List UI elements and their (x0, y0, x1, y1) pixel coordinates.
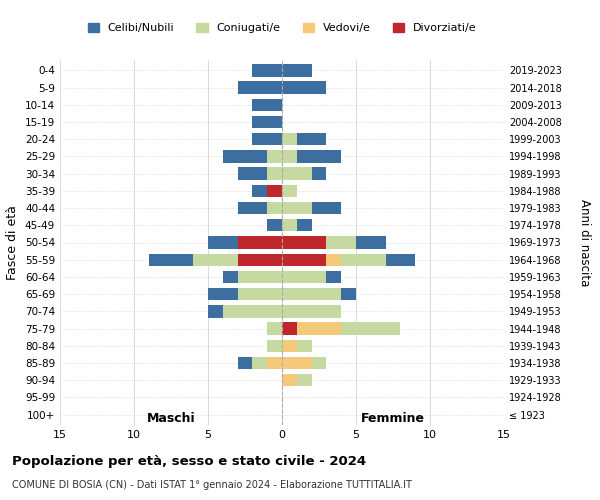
Bar (386, 254, 415, 266)
Bar (282, 270, 326, 283)
Bar (208, 305, 223, 318)
Bar (267, 357, 282, 369)
Bar (311, 202, 341, 214)
Bar (282, 305, 341, 318)
Bar (282, 64, 311, 76)
Bar (253, 357, 267, 369)
Bar (282, 202, 311, 214)
Bar (311, 357, 326, 369)
Legend: Celibi/Nubili, Coniugati/e, Vedovi/e, Divorziati/e: Celibi/Nubili, Coniugati/e, Vedovi/e, Di… (83, 18, 481, 38)
Bar (223, 305, 282, 318)
Text: Maschi: Maschi (146, 412, 196, 425)
Bar (297, 322, 341, 335)
Bar (282, 374, 297, 386)
Bar (149, 254, 193, 266)
Bar (282, 133, 297, 145)
Bar (282, 288, 341, 300)
Bar (282, 150, 297, 162)
Y-axis label: Fasce di età: Fasce di età (7, 205, 19, 280)
Bar (267, 184, 282, 197)
Y-axis label: Anni di nascita: Anni di nascita (578, 199, 592, 286)
Bar (208, 236, 238, 248)
Bar (238, 270, 282, 283)
Bar (282, 357, 311, 369)
Bar (253, 116, 282, 128)
Bar (267, 168, 282, 180)
Bar (356, 236, 386, 248)
Bar (282, 168, 311, 180)
Bar (326, 254, 341, 266)
Bar (341, 288, 356, 300)
Bar (223, 150, 267, 162)
Bar (282, 184, 297, 197)
Bar (297, 219, 311, 232)
Bar (238, 288, 282, 300)
Bar (208, 288, 238, 300)
Bar (282, 254, 326, 266)
Bar (193, 254, 238, 266)
Text: Popolazione per età, sesso e stato civile - 2024: Popolazione per età, sesso e stato civil… (12, 455, 366, 468)
Bar (267, 322, 282, 335)
Bar (341, 254, 386, 266)
Bar (253, 64, 282, 76)
Bar (238, 82, 282, 94)
Bar (223, 270, 238, 283)
Text: COMUNE DI BOSIA (CN) - Dati ISTAT 1° gennaio 2024 - Elaborazione TUTTITALIA.IT: COMUNE DI BOSIA (CN) - Dati ISTAT 1° gen… (12, 480, 412, 490)
Bar (238, 357, 253, 369)
Bar (253, 98, 282, 111)
Bar (297, 150, 341, 162)
Bar (282, 236, 326, 248)
Bar (253, 184, 267, 197)
Bar (238, 168, 267, 180)
Bar (297, 340, 311, 352)
Text: Femmine: Femmine (361, 412, 425, 425)
Bar (311, 168, 326, 180)
Bar (282, 219, 297, 232)
Bar (297, 133, 326, 145)
Bar (282, 82, 326, 94)
Bar (326, 236, 356, 248)
Bar (267, 202, 282, 214)
Bar (282, 340, 297, 352)
Bar (238, 236, 282, 248)
Bar (238, 254, 282, 266)
Bar (267, 150, 282, 162)
Bar (326, 270, 341, 283)
Bar (267, 219, 282, 232)
Bar (282, 322, 297, 335)
Bar (267, 340, 282, 352)
Bar (238, 202, 267, 214)
Bar (341, 322, 400, 335)
Bar (297, 374, 311, 386)
Bar (253, 133, 282, 145)
